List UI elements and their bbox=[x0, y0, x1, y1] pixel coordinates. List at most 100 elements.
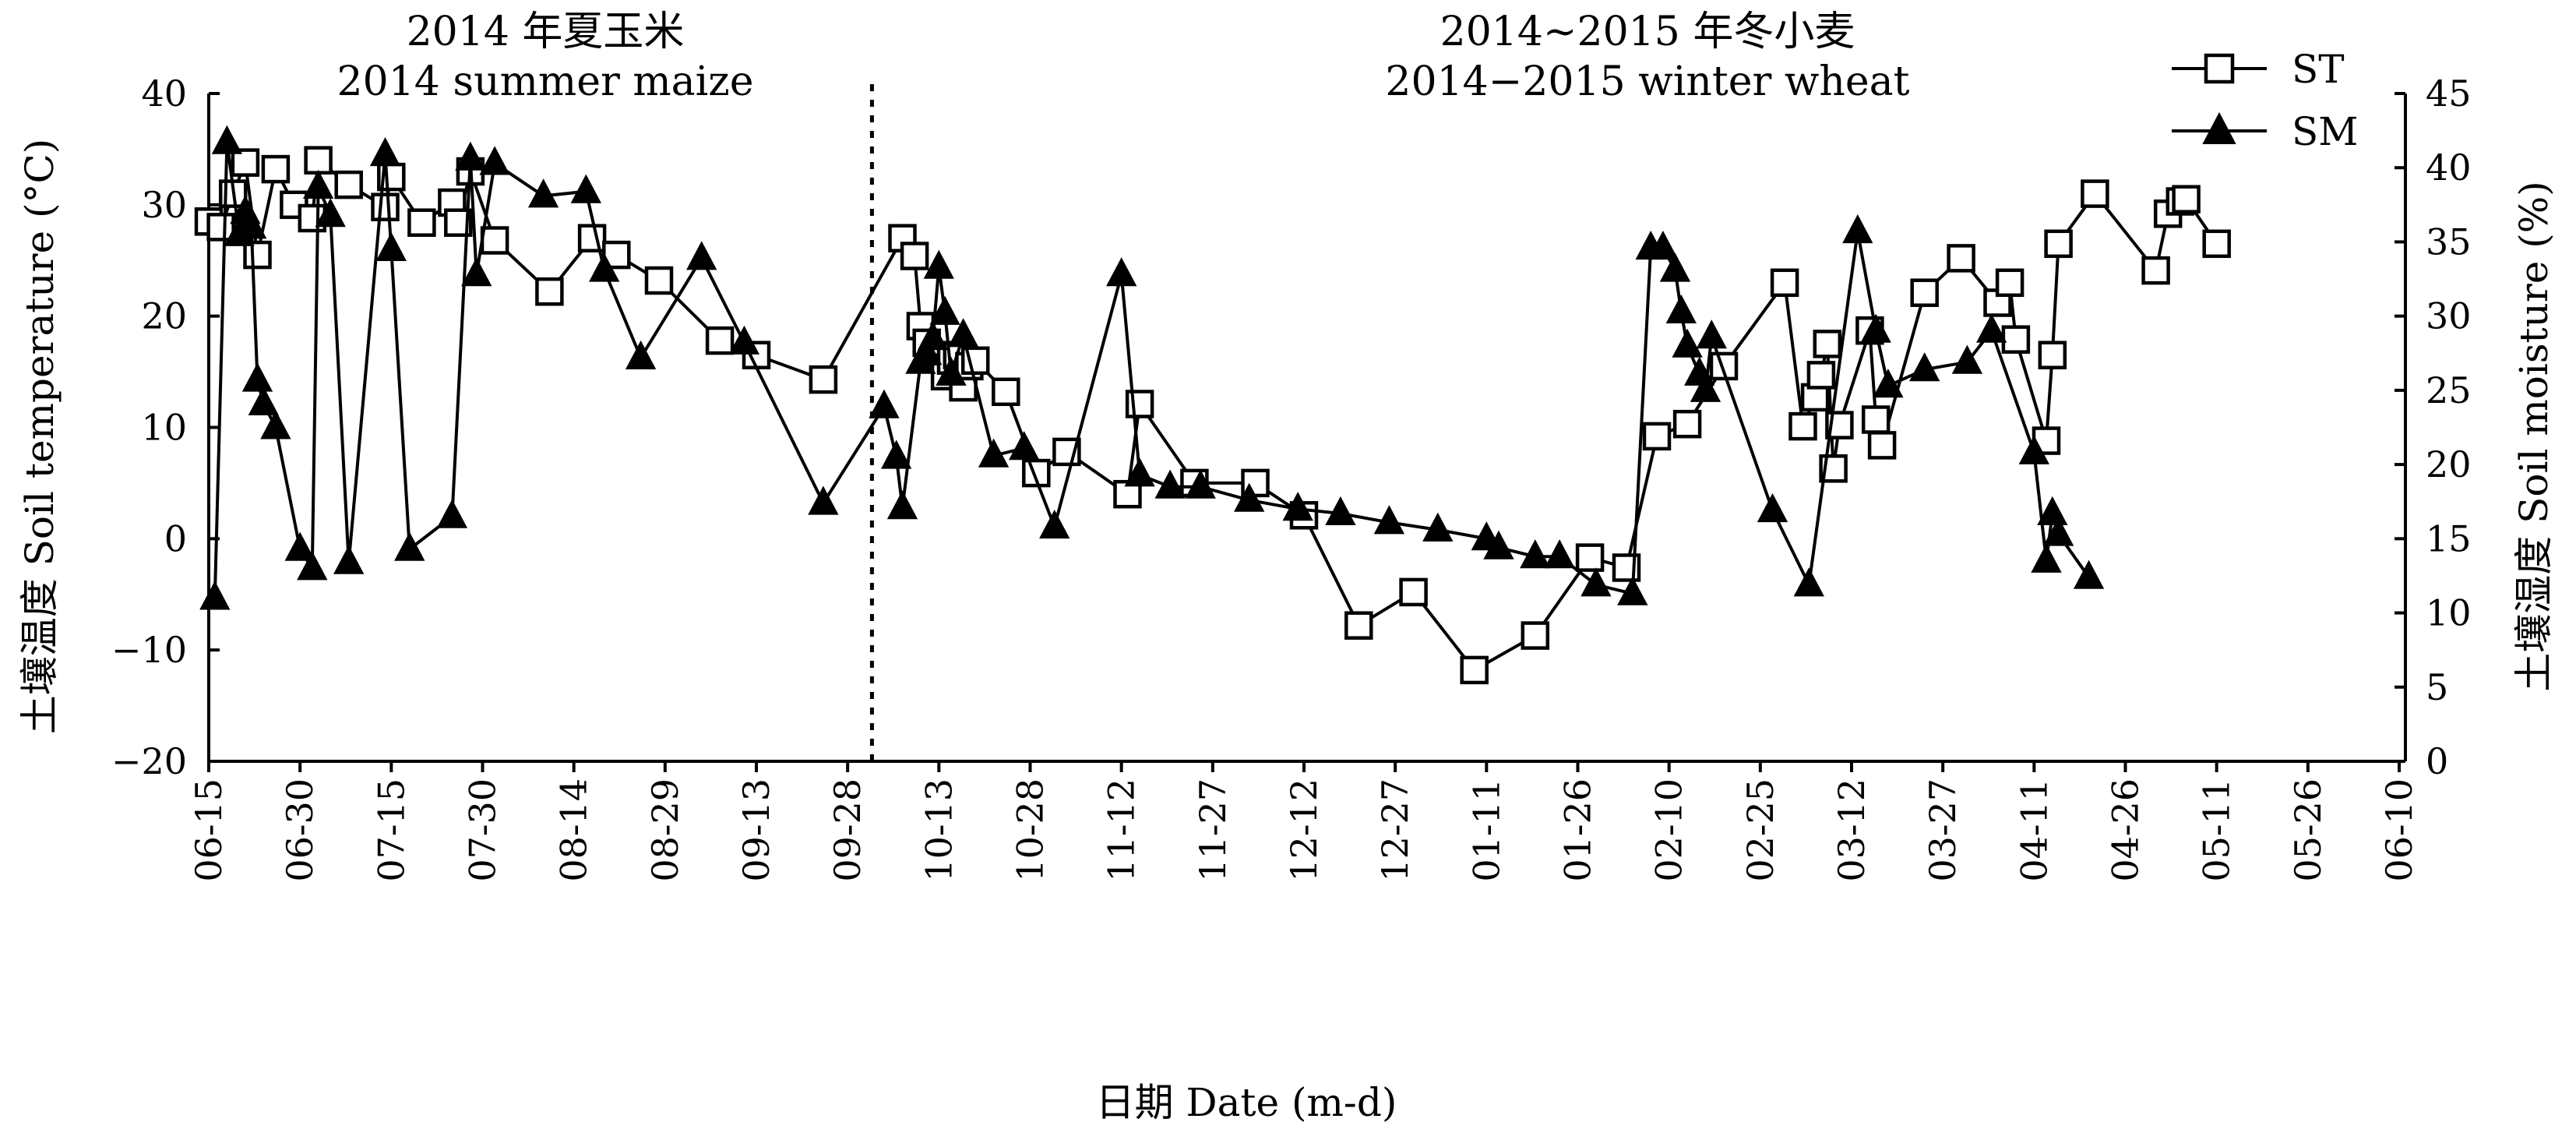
sm-point bbox=[625, 340, 657, 369]
x-tick-label: 08-14 bbox=[553, 778, 595, 882]
x-axis-title: 日期 Date (m-d) bbox=[1096, 1080, 1397, 1125]
sm-point bbox=[1842, 214, 1873, 244]
sm-point bbox=[936, 356, 967, 386]
st-point bbox=[2038, 341, 2067, 369]
x-tick-label: 01-11 bbox=[1465, 778, 1507, 882]
period-title-wheat-cn: 2014~2015 年冬小麦 bbox=[1440, 9, 1855, 55]
y-right-tick-label: 20 bbox=[2426, 443, 2472, 485]
sm-point bbox=[2031, 543, 2062, 573]
sm-point bbox=[808, 485, 839, 515]
st-point bbox=[2081, 179, 2109, 208]
sm-point bbox=[917, 321, 949, 351]
st-point bbox=[2202, 229, 2231, 259]
x-ticks: 06-15 06-30 07-15 07-30 08-14 08-29 09-13 09-28… bbox=[188, 761, 2420, 882]
st-point bbox=[2044, 229, 2073, 259]
st-point bbox=[2172, 185, 2201, 214]
st-point bbox=[261, 154, 291, 184]
sm-point bbox=[1659, 252, 1691, 282]
y-right-tick-label: 0 bbox=[2426, 740, 2448, 782]
x-tick-label: 12-12 bbox=[1283, 778, 1325, 882]
x-tick-label: 10-13 bbox=[918, 778, 960, 882]
y-left-tick-label: −20 bbox=[111, 740, 187, 782]
sm-point bbox=[2037, 496, 2068, 525]
legend: ST SM bbox=[2172, 47, 2358, 154]
x-tick-label: 07-30 bbox=[462, 778, 504, 882]
st-point bbox=[2001, 325, 2031, 354]
sm-point bbox=[236, 210, 267, 239]
st-point bbox=[809, 365, 838, 394]
sm-point bbox=[315, 198, 346, 228]
y-right-tick-label: 35 bbox=[2426, 221, 2472, 263]
sm-point bbox=[728, 325, 760, 355]
sm-point bbox=[211, 125, 243, 154]
x-tick-label: 07-15 bbox=[370, 778, 412, 882]
st-point bbox=[992, 377, 1020, 407]
x-tick-label: 03-12 bbox=[1831, 778, 1873, 882]
sm-point bbox=[869, 389, 900, 418]
st-point bbox=[206, 213, 235, 242]
sm-point bbox=[1520, 539, 1551, 569]
x-tick-label: 05-11 bbox=[2196, 778, 2238, 882]
x-tick-label: 11-27 bbox=[1192, 778, 1234, 882]
x-tick-label: 08-29 bbox=[644, 778, 686, 882]
sm-point bbox=[333, 545, 365, 574]
sm-point bbox=[455, 141, 486, 171]
st-point bbox=[1770, 268, 1799, 298]
sm-point bbox=[1665, 294, 1697, 323]
sm-point bbox=[297, 551, 328, 581]
period-title-maize-cn: 2014 年夏玉米 bbox=[407, 9, 685, 55]
sm-point bbox=[589, 252, 620, 282]
legend-label-st: ST bbox=[2292, 47, 2345, 92]
y-left-tick-label: −10 bbox=[111, 629, 187, 671]
st-point bbox=[1344, 611, 1373, 640]
x-tick-label: 05-26 bbox=[2287, 778, 2329, 882]
st-point bbox=[1806, 361, 1836, 390]
sm-point bbox=[1009, 431, 1040, 461]
st-point bbox=[644, 266, 674, 295]
legend-marker-square bbox=[2204, 53, 2235, 84]
st-point bbox=[407, 208, 436, 237]
sm-point bbox=[1373, 505, 1405, 535]
st-point bbox=[1022, 458, 1051, 488]
sm-point bbox=[1039, 509, 1070, 539]
y-right-tick-label: 15 bbox=[2426, 517, 2472, 559]
sm-point bbox=[1325, 496, 1356, 525]
sm-point bbox=[881, 439, 912, 469]
sm-point bbox=[686, 241, 717, 270]
sm-point bbox=[394, 531, 425, 561]
st-point bbox=[1575, 543, 1605, 572]
y-right-tick-label: 45 bbox=[2426, 72, 2472, 115]
sm-point bbox=[1976, 313, 2007, 343]
sm-point bbox=[923, 249, 954, 279]
y-left-axis-title: 土壤温度 Soil temperature (°C) bbox=[17, 139, 62, 734]
sm-point bbox=[1154, 469, 1186, 499]
sm-point bbox=[527, 178, 559, 208]
st-point bbox=[334, 170, 363, 199]
sm-point bbox=[1873, 369, 1904, 398]
x-tick-label: 09-13 bbox=[735, 778, 777, 882]
series-line-st bbox=[208, 157, 2218, 672]
st-point bbox=[304, 146, 333, 175]
st-point bbox=[1788, 411, 1817, 441]
y-left-tick-label: 40 bbox=[141, 72, 187, 115]
st-point bbox=[1399, 577, 1428, 607]
y-right-axis-title: 土壤湿度 Soil moisture (%) bbox=[2511, 181, 2557, 692]
period-title-wheat-en: 2014−2015 winter wheat bbox=[1385, 58, 1909, 105]
x-tick-label: 06-15 bbox=[188, 778, 230, 882]
series-sm bbox=[199, 125, 2105, 610]
st-point bbox=[1642, 422, 1672, 451]
st-point bbox=[1672, 409, 1702, 439]
st-point bbox=[705, 326, 735, 355]
sm-point bbox=[978, 438, 1010, 468]
st-point bbox=[577, 224, 607, 252]
sm-point bbox=[375, 231, 407, 261]
series-line-sm bbox=[213, 142, 2091, 598]
sm-point bbox=[284, 531, 315, 561]
sm-point bbox=[1422, 512, 1454, 542]
sm-point bbox=[436, 499, 468, 528]
legend-label-sm: SM bbox=[2292, 109, 2358, 154]
x-tick-label: 01-26 bbox=[1557, 778, 1599, 882]
y-left-tick-label: 0 bbox=[164, 517, 187, 559]
y-right-tick-label: 5 bbox=[2426, 666, 2448, 708]
